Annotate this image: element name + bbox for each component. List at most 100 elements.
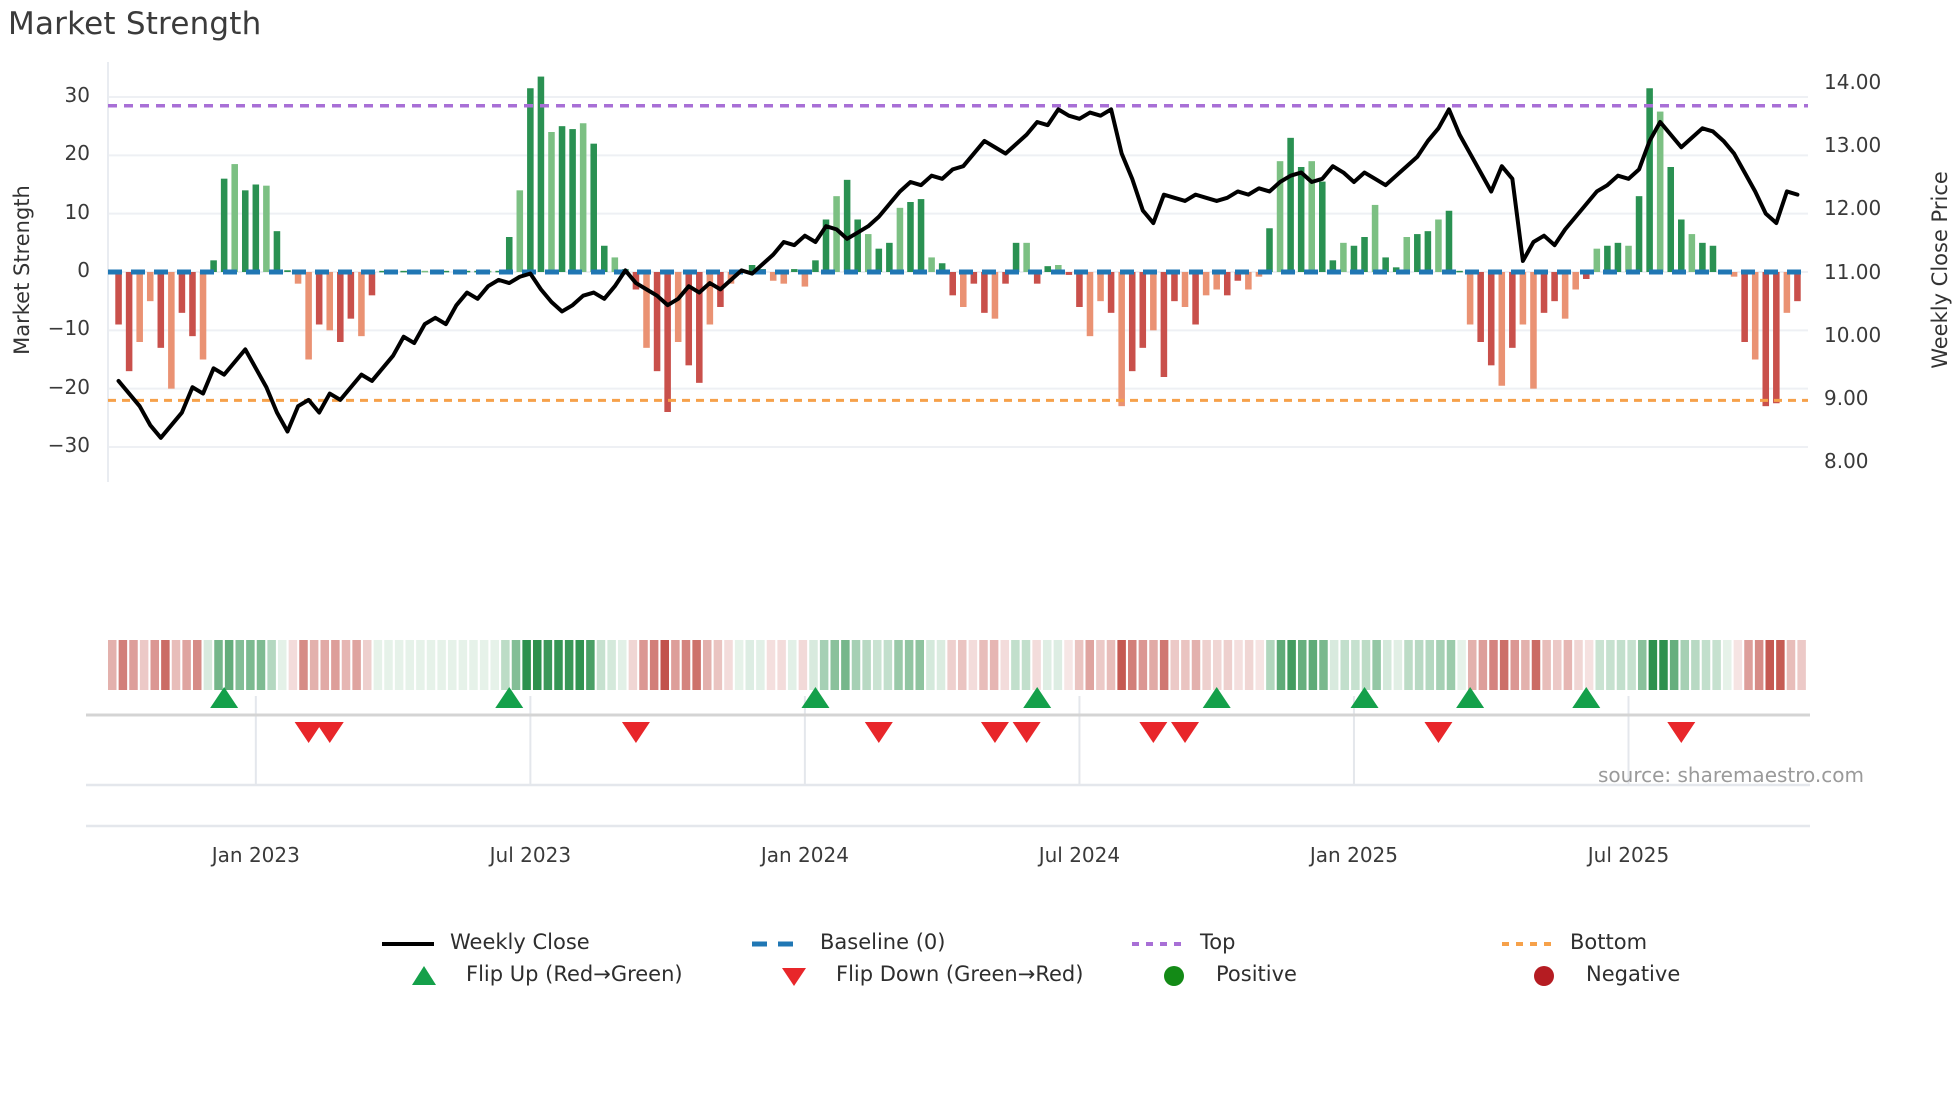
flip-up-marker: [1023, 687, 1052, 708]
heatmap-cell: [788, 640, 797, 690]
legend-item[interactable]: Bottom: [1500, 930, 1647, 954]
legend-item[interactable]: Negative: [1516, 962, 1680, 986]
heatmap-cell: [256, 640, 266, 690]
heatmap-cell: [416, 640, 425, 690]
heatmap-cell: [1754, 640, 1764, 690]
heatmap-cell: [639, 640, 648, 690]
strength-bar: [1678, 219, 1685, 272]
strength-bar: [1097, 272, 1104, 302]
strength-bar: [516, 190, 524, 272]
heatmap-cell: [1202, 640, 1211, 690]
heatmap-cell: [756, 640, 765, 690]
strength-bar: [1181, 272, 1189, 307]
strength-bar: [1477, 272, 1484, 342]
flip-up-marker: [1350, 687, 1379, 708]
x-tick: Jan 2023: [211, 843, 300, 867]
heatmap-cell: [1404, 640, 1413, 690]
x-tick: Jul 2025: [1587, 843, 1670, 867]
heatmap-cell: [1393, 640, 1403, 690]
heatmap-cell: [628, 640, 638, 690]
strength-bar: [812, 260, 819, 272]
strength-bar: [833, 196, 840, 272]
strength-bar: [1086, 272, 1094, 337]
strength-bar: [1646, 88, 1653, 272]
heatmap-cell: [894, 640, 903, 690]
strength-bar: [864, 234, 872, 272]
heatmap-cell: [1000, 640, 1009, 690]
heatmap-cell: [1106, 640, 1116, 690]
legend-label: Bottom: [1570, 930, 1648, 954]
strength-bar: [1371, 204, 1379, 272]
legend-label: Weekly Close: [450, 930, 590, 954]
heatmap-cell: [1213, 640, 1222, 690]
heatmap-cell: [278, 640, 287, 690]
heatmap-cell: [873, 640, 882, 690]
strength-bar: [1012, 242, 1020, 272]
heatmap-cell: [150, 640, 159, 690]
flip-up-marker: [1456, 687, 1485, 708]
heatmap-cell: [341, 640, 351, 690]
heatmap-cell: [968, 640, 978, 690]
heatmap-cell: [1425, 640, 1434, 690]
legend-item[interactable]: Flip Down (Green→Red): [766, 962, 1083, 986]
strength-bar: [1688, 234, 1696, 272]
heatmap-cell: [469, 640, 478, 690]
heatmap-cell: [1478, 640, 1488, 690]
strength-bar: [347, 272, 355, 319]
heatmap-cell: [331, 640, 340, 690]
flip-down-marker: [315, 722, 344, 743]
flip-down-marker: [1667, 722, 1696, 743]
strength-bar: [685, 272, 693, 366]
heatmap-cell: [830, 640, 839, 690]
heatmap-cell: [1563, 640, 1573, 690]
heatmap-cell: [203, 640, 213, 690]
heatmap-cell: [235, 640, 244, 690]
heatmap-cell: [819, 640, 829, 690]
strength-bar: [1656, 111, 1664, 272]
heatmap-cell: [1074, 640, 1084, 690]
legend-item[interactable]: Weekly Close: [380, 930, 590, 954]
strength-bar: [991, 272, 999, 319]
legend-item[interactable]: Baseline (0): [750, 930, 945, 954]
heatmap-cell: [1510, 640, 1519, 690]
strength-bar: [284, 270, 291, 272]
strength-bar: [1794, 272, 1801, 302]
strength-bar: [1118, 272, 1125, 407]
strength-bar: [907, 202, 914, 272]
strength-bar: [1466, 272, 1474, 325]
flip-up-triangle-icon: [396, 963, 452, 985]
heatmap-cell: [246, 640, 255, 690]
strength-bar: [981, 272, 988, 313]
strength-bar: [125, 272, 133, 372]
heatmap-cell: [1436, 640, 1445, 690]
strength-bar: [653, 272, 661, 372]
heatmap-cell: [1542, 640, 1551, 690]
strength-bar: [252, 184, 260, 272]
strength-bar: [1033, 272, 1041, 284]
strength-bar: [1498, 272, 1506, 386]
strength-bar: [1160, 272, 1168, 377]
heatmap-cell: [745, 640, 754, 690]
strength-bar: [136, 272, 143, 342]
y-tick-right: 13.00: [1824, 133, 1882, 158]
legend-item[interactable]: Flip Up (Red→Green): [396, 962, 683, 986]
heatmap-cell: [1457, 640, 1466, 690]
legend-item[interactable]: Positive: [1146, 962, 1297, 986]
strength-bar: [189, 272, 196, 337]
heatmap-cell: [766, 640, 776, 690]
flip-up-marker: [210, 687, 239, 708]
heatmap-cell: [1361, 640, 1371, 690]
heatmap-cell: [713, 640, 723, 690]
y-tick-right: 8.00: [1824, 449, 1869, 474]
heatmap-cell: [288, 640, 298, 690]
strength-bar: [220, 178, 228, 272]
heatmap-cell: [1776, 640, 1785, 690]
strength-bar: [938, 263, 946, 272]
strength-bar: [1319, 181, 1326, 272]
legend-label: Flip Down (Green→Red): [836, 962, 1084, 986]
heatmap-cell: [373, 640, 383, 690]
legend-item[interactable]: Top: [1130, 930, 1235, 954]
strength-bar: [928, 257, 935, 272]
heatmap-cell: [734, 640, 744, 690]
